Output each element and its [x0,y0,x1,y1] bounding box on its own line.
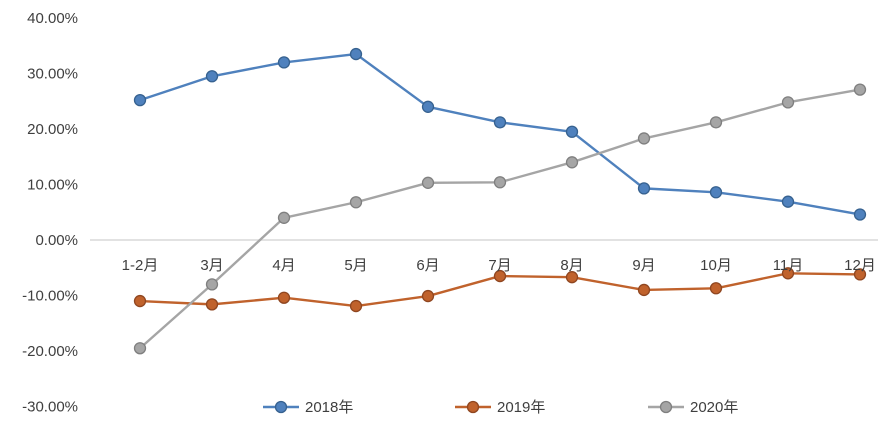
data-point-2019年-3月 [205,298,219,311]
x-axis-category-label: 12月 [844,257,876,274]
x-axis-category-label: 10月 [700,257,732,274]
data-point-2020年-5月 [349,196,363,209]
data-point-2019年-7月 [493,269,507,283]
data-point-2020年-1-2月 [133,342,147,355]
data-point-2019年-11月 [781,267,795,280]
data-point-2020年-6月 [421,176,435,189]
data-point-2019年-10月 [709,282,723,295]
data-point-2018年-1-2月 [133,93,147,107]
data-point-2019年-12月 [853,268,867,281]
y-axis-tick-label: 40.00% [27,10,78,27]
y-axis-tick-label: -30.00% [22,399,78,416]
data-point-2018年-10月 [709,186,723,199]
x-axis-category-label: 6月 [416,257,439,274]
x-axis-category-label: 8月 [560,257,583,274]
data-point-2019年-4月 [277,291,291,304]
data-point-2019年-6月 [421,289,435,303]
legend-label-2018年[interactable]: 2018年 [305,399,353,416]
series-line-2018年 [138,52,862,216]
data-point-2019年-8月 [565,271,579,284]
data-point-2020年-11月 [781,96,795,109]
y-axis-tick-label: 10.00% [27,177,78,194]
y-axis-tick-label: 0.00% [35,232,78,249]
data-point-2019年-1-2月 [133,294,147,308]
data-point-2020年-10月 [709,116,723,129]
data-point-2018年-6月 [421,100,435,113]
x-axis-category-label: 7月 [488,257,511,274]
data-point-2018年-4月 [277,56,291,69]
x-axis-category-label: 4月 [272,257,295,274]
legend-marker-2020年 [659,400,673,414]
data-point-2018年-7月 [493,116,507,129]
legend-marker-2019年 [466,400,480,414]
legend-label-2019年[interactable]: 2019年 [497,399,545,416]
x-axis-category-label: 5月 [344,257,367,274]
data-point-2020年-3月 [205,278,219,291]
data-point-2018年-8月 [565,125,579,138]
data-point-2019年-5月 [349,299,363,313]
legend-marker-2018年 [274,400,288,414]
data-point-2018年-12月 [853,208,867,221]
y-axis-tick-label: -20.00% [22,343,78,360]
legend-label-2020年[interactable]: 2020年 [690,399,738,416]
y-axis-tick-label: -10.00% [22,288,78,305]
data-point-2020年-9月 [637,132,651,145]
data-point-2018年-3月 [205,70,219,83]
x-axis-category-label: 1-2月 [122,257,159,274]
data-point-2019年-9月 [637,283,651,297]
data-point-2018年-5月 [349,47,363,61]
data-point-2020年-7月 [493,176,507,189]
data-point-2018年-9月 [637,182,651,195]
x-axis-category-label: 3月 [200,257,223,274]
data-point-2020年-8月 [565,156,579,169]
x-axis-category-label: 9月 [632,257,655,274]
data-point-2020年-4月 [277,211,291,224]
x-axis-category-label: 11月 [773,257,804,274]
data-point-2018年-11月 [781,195,795,208]
y-axis-tick-label: 20.00% [27,121,78,138]
y-axis-tick-label: 30.00% [27,66,78,83]
data-point-2020年-12月 [853,83,867,96]
